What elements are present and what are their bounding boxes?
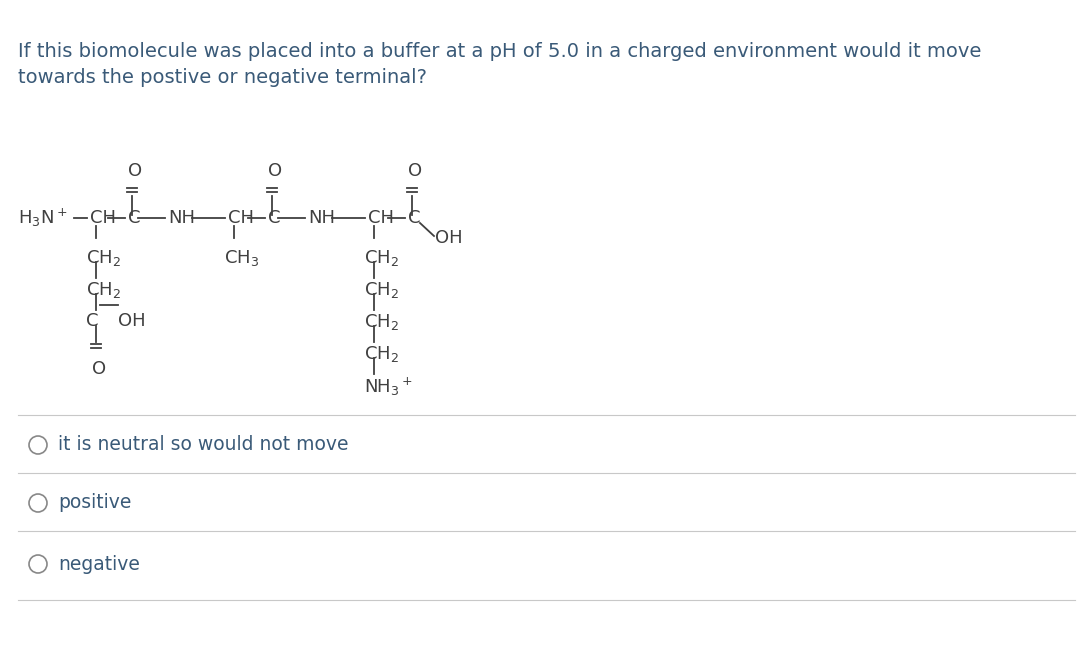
Text: CH$_2$: CH$_2$ (364, 280, 399, 300)
Text: CH: CH (368, 209, 394, 227)
Text: OH: OH (118, 312, 145, 330)
Text: CH$_2$: CH$_2$ (86, 248, 121, 268)
Text: H$_3$N$^+$: H$_3$N$^+$ (17, 207, 68, 229)
Text: C: C (128, 209, 141, 227)
Text: CH$_3$: CH$_3$ (224, 248, 259, 268)
Text: CH$_2$: CH$_2$ (86, 280, 121, 300)
Text: CH: CH (228, 209, 254, 227)
Text: CH$_2$: CH$_2$ (364, 344, 399, 364)
Text: towards the postive or negative terminal?: towards the postive or negative terminal… (17, 68, 427, 87)
Text: NH: NH (308, 209, 335, 227)
Text: CH$_2$: CH$_2$ (364, 248, 399, 268)
Text: positive: positive (58, 494, 131, 512)
Text: CH$_2$: CH$_2$ (364, 312, 399, 332)
Text: O: O (268, 162, 282, 180)
Text: If this biomolecule was placed into a buffer at a pH of 5.0 in a charged environ: If this biomolecule was placed into a bu… (17, 42, 982, 61)
Text: NH$_3$$^+$: NH$_3$$^+$ (364, 376, 413, 398)
Text: C: C (408, 209, 420, 227)
Text: CH: CH (90, 209, 116, 227)
Text: O: O (128, 162, 142, 180)
Text: it is neutral so would not move: it is neutral so would not move (58, 436, 348, 454)
Text: O: O (92, 360, 106, 378)
Text: negative: negative (58, 555, 140, 573)
Text: OH: OH (435, 229, 463, 247)
Text: C: C (86, 312, 98, 330)
Text: C: C (268, 209, 281, 227)
Text: O: O (408, 162, 423, 180)
Text: NH: NH (168, 209, 195, 227)
